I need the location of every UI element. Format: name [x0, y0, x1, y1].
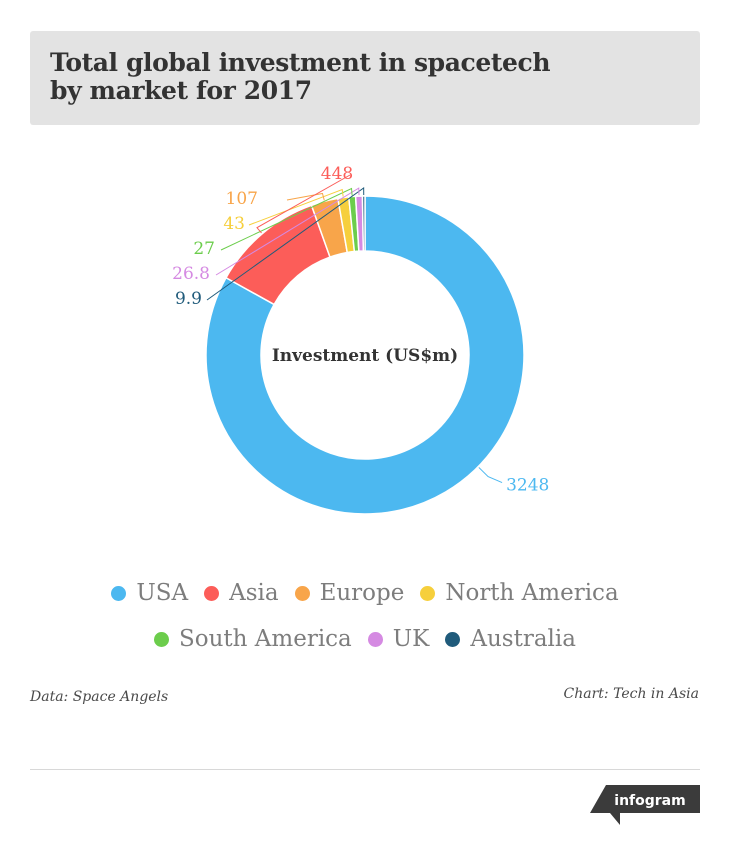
- center-label: Investment (US$m): [272, 346, 458, 366]
- leader-line-uk: [215, 187, 360, 276]
- legend-swatch: [367, 631, 383, 647]
- leader-line-usa: [478, 467, 503, 484]
- leader-line-australia: [206, 187, 365, 301]
- title-box: Total global investment in spacetech by …: [30, 31, 700, 125]
- donut-chart: 9.9 26.8 27 43 107 448 3248 Investment (US$m): [172, 164, 549, 515]
- legend-item-south-america[interactable]: South America: [154, 626, 352, 652]
- legend-label: USA: [136, 580, 189, 606]
- slice-australia[interactable]: [361, 195, 366, 252]
- infogram-logo-badge: [590, 785, 700, 825]
- legend-swatch: [154, 631, 170, 647]
- legend-label: South America: [179, 626, 352, 652]
- legend-swatch: [445, 631, 461, 647]
- leader-line-europe: [286, 192, 325, 201]
- value-label-usa: 3248: [506, 476, 549, 496]
- chart-credit: Chart: Tech in Asia: [563, 686, 699, 702]
- value-label-south-america: 27: [193, 239, 215, 259]
- value-label-australia: 9.9: [175, 289, 202, 309]
- legend-swatch: [204, 585, 220, 601]
- legend-item-europe[interactable]: Europe: [294, 580, 405, 606]
- footer-divider: [30, 769, 700, 770]
- chart-title: Total global investment in spacetech by …: [50, 48, 551, 105]
- value-label-uk: 26.8: [172, 264, 210, 284]
- infogram-logo[interactable]: infogram: [590, 785, 700, 825]
- legend-item-australia[interactable]: Australia: [445, 626, 576, 652]
- leader-line-south-america: [220, 187, 353, 251]
- slice-usa[interactable]: [205, 195, 525, 515]
- legend-swatch: [294, 585, 310, 601]
- legend-label: Asia: [229, 580, 279, 606]
- infogram-logo-text: infogram: [614, 793, 685, 809]
- legend-label: North America: [445, 580, 619, 606]
- legend-item-usa[interactable]: USA: [111, 580, 188, 606]
- legend-label: Europe: [319, 580, 405, 606]
- legend-label: Australia: [470, 626, 576, 652]
- legend-label: UK: [392, 626, 430, 652]
- legend-item-uk[interactable]: UK: [367, 626, 430, 652]
- legend-swatch: [420, 585, 436, 601]
- leader-line-north-america: [248, 188, 344, 226]
- legend-row-2: South America UK Australia: [0, 626, 730, 652]
- value-label-europe: 107: [226, 189, 258, 209]
- legend-swatch: [111, 585, 127, 601]
- legend-row-1: USA Asia Europe North America: [0, 580, 730, 606]
- value-label-asia: 448: [321, 164, 353, 184]
- leader-line-asia: [256, 174, 351, 234]
- value-label-north-america: 43: [223, 214, 245, 234]
- data-source: Data: Space Angels: [30, 689, 169, 705]
- legend-item-asia[interactable]: Asia: [204, 580, 279, 606]
- legend-item-north-america[interactable]: North America: [420, 580, 619, 606]
